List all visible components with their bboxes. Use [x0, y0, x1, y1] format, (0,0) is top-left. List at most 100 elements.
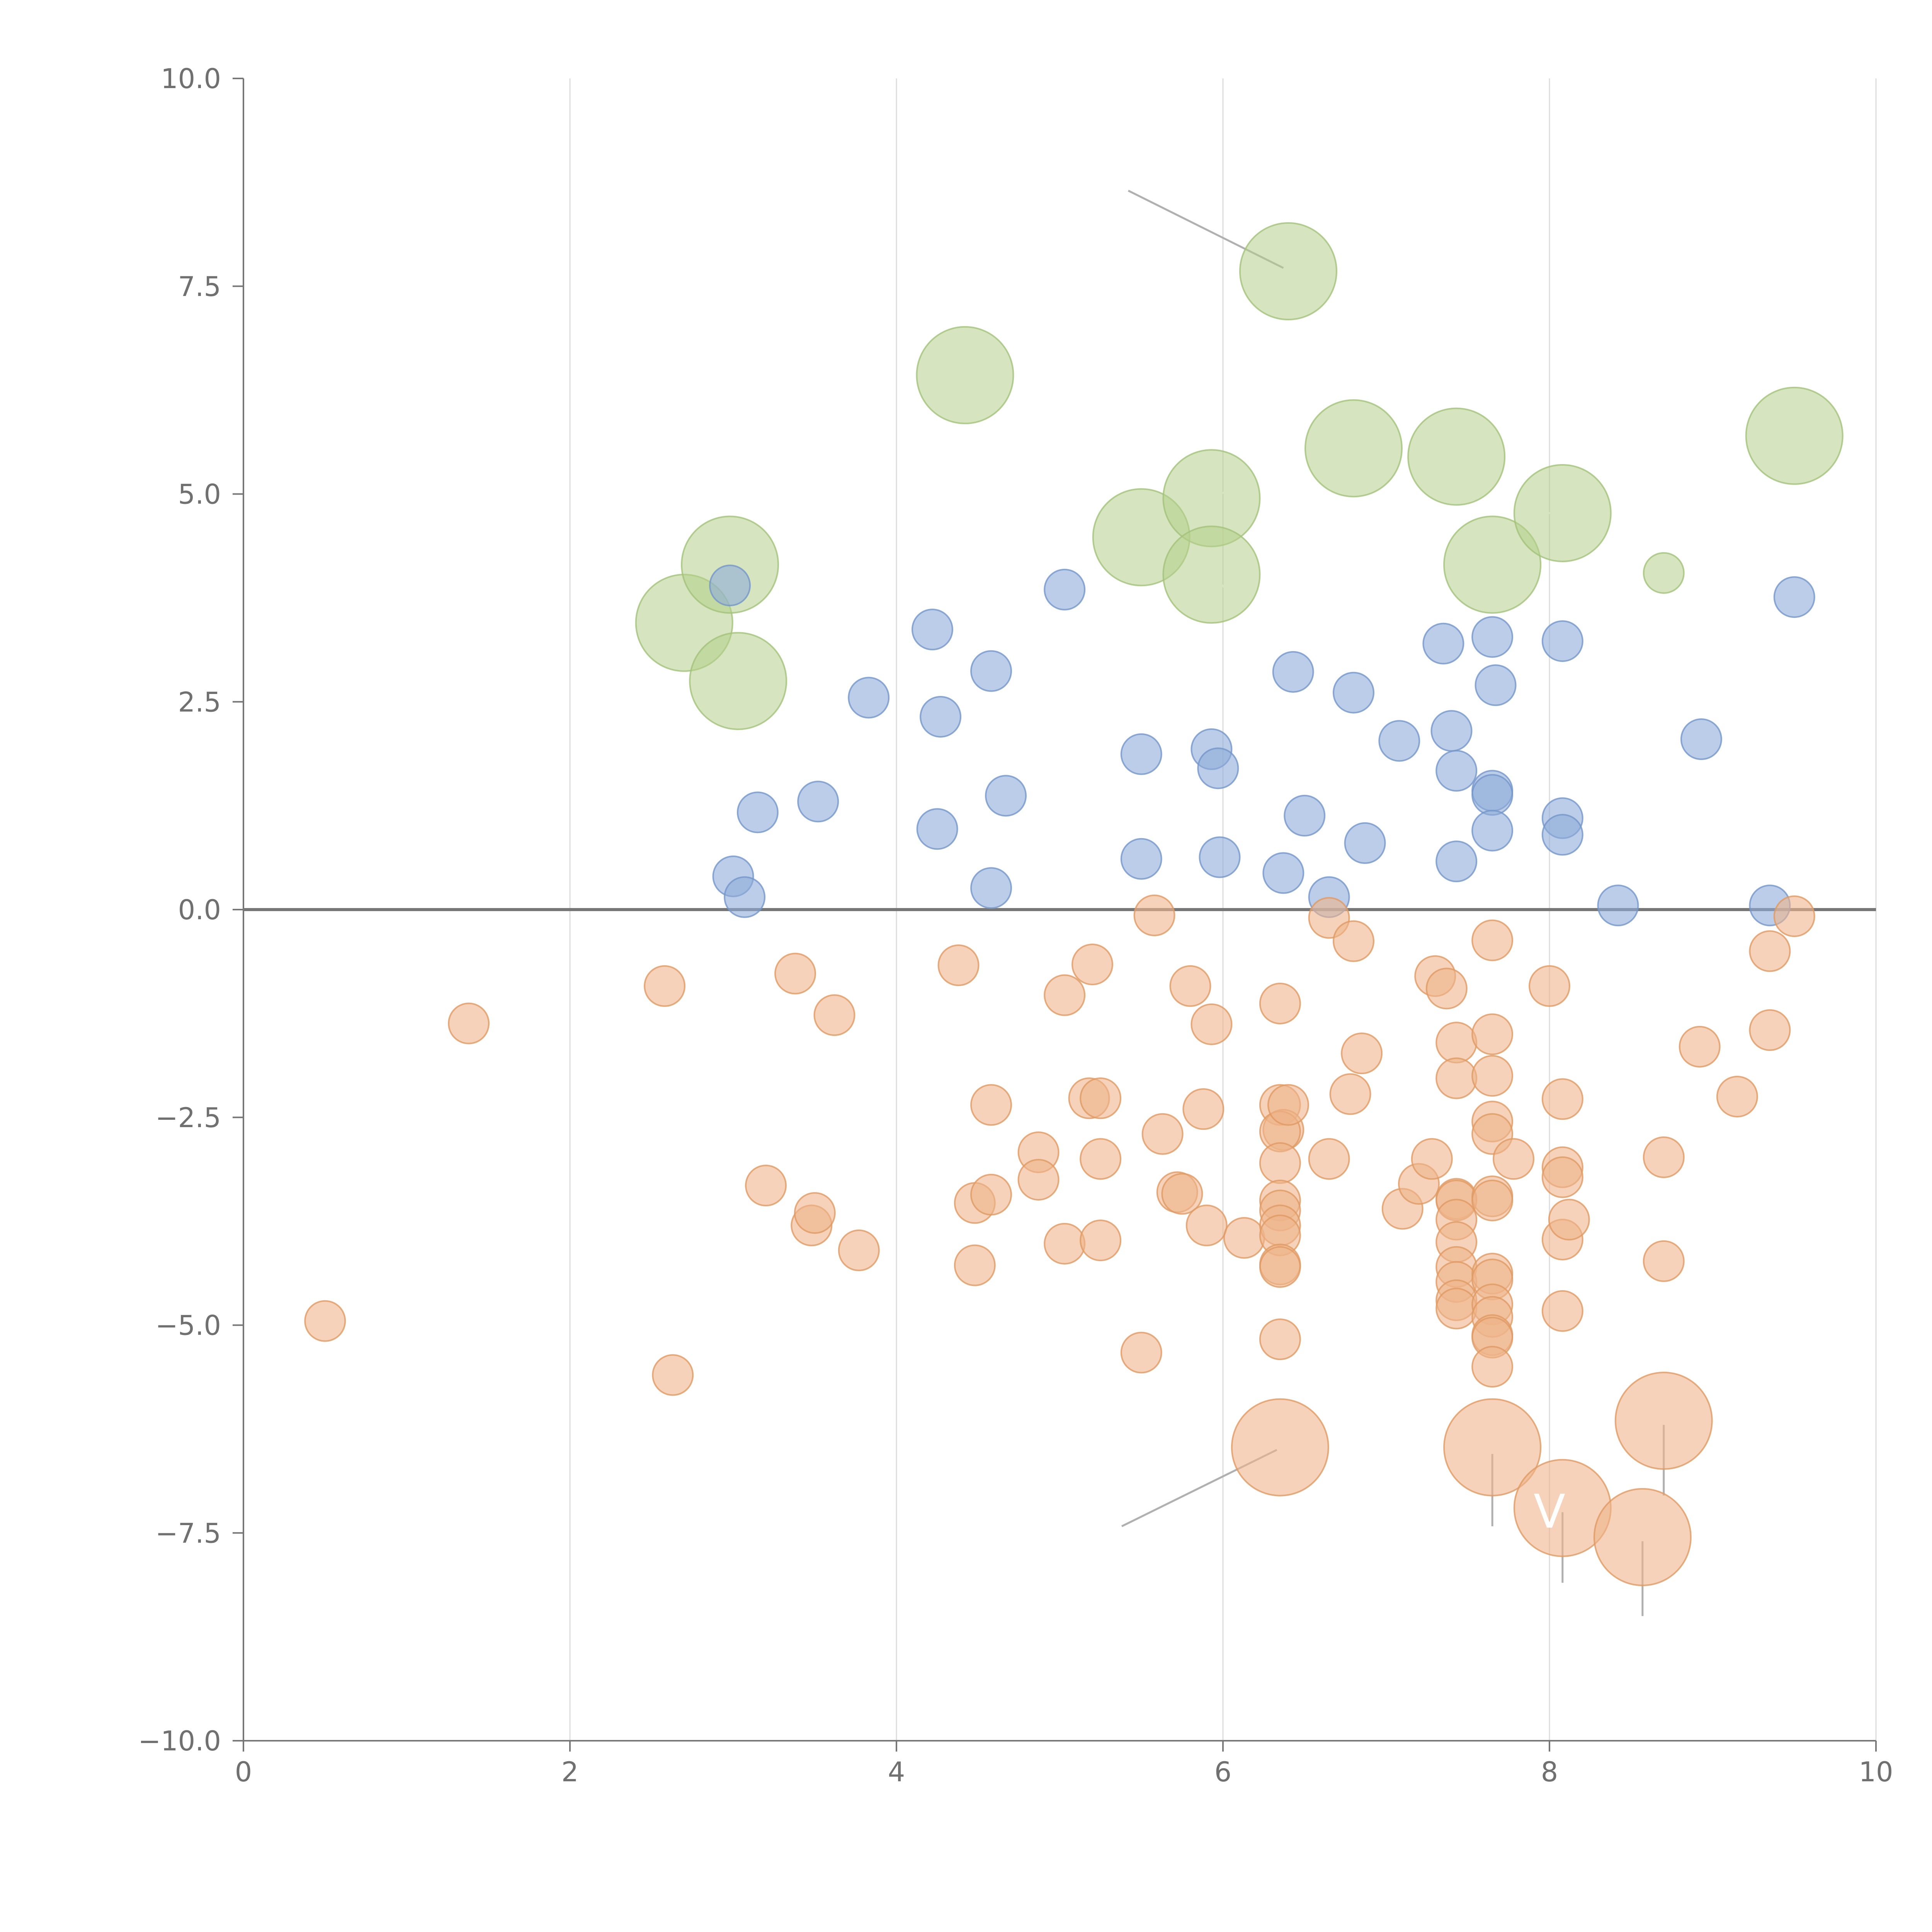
y-tick-label-3: −2.5 [155, 1102, 221, 1134]
blue-point-18 [1272, 651, 1314, 693]
x-tick-label-3: 6 [1214, 1756, 1232, 1788]
orange-point-34 [1259, 983, 1301, 1025]
orange-point-50 [1333, 920, 1374, 962]
blue-point-6 [911, 609, 953, 651]
y-tick-label-5: 2.5 [178, 686, 221, 718]
blue-point-5 [848, 677, 890, 719]
orange-point-81 [1493, 1138, 1535, 1180]
orange-point-16 [1017, 1159, 1060, 1201]
blue-point-40 [1773, 576, 1815, 618]
orange-point-97 [1443, 1398, 1542, 1497]
blue-point-16 [1197, 747, 1239, 789]
orange-point-29 [1169, 965, 1211, 1007]
orange-point-85 [1541, 1156, 1583, 1198]
green-point-11 [1513, 464, 1612, 562]
blue-point-27 [1435, 750, 1478, 792]
orange-point-49 [1329, 1073, 1371, 1115]
blue-point-9 [970, 650, 1012, 692]
green-point-13 [1643, 552, 1685, 594]
y-tick-label-8: 10.0 [161, 63, 221, 95]
orange-point-18 [1044, 1223, 1086, 1265]
orange-point-73 [1471, 1179, 1514, 1221]
blue-point-13 [1120, 733, 1162, 775]
blue-point-37 [1597, 884, 1639, 927]
blue-point-3 [724, 876, 766, 918]
orange-point-87 [1541, 1290, 1583, 1332]
x-tick-label-0: 0 [235, 1756, 252, 1788]
orange-point-92 [1716, 1075, 1758, 1117]
green-point-8 [1304, 399, 1403, 498]
orange-point-30 [1182, 1088, 1225, 1130]
y-tick-label-4: 0.0 [178, 894, 221, 926]
blue-point-25 [1422, 622, 1464, 665]
y-tick-label-2: −5.0 [155, 1310, 221, 1342]
orange-point-9 [838, 1229, 880, 1271]
green-point-6 [1162, 526, 1261, 624]
blue-point-30 [1475, 664, 1517, 706]
orange-point-12 [954, 1244, 996, 1286]
orange-point-7 [794, 1192, 836, 1234]
x-tick-label-4: 8 [1541, 1756, 1558, 1788]
orange-point-88 [1548, 1199, 1590, 1241]
orange-point-0 [304, 1300, 346, 1342]
axes: 0 2 4 6 8 10 −10.0 −7.5 −5.0 −2.5 0.0 2.5 5.0 7.5 10.0 [138, 63, 1893, 1788]
orange-point-3 [652, 1354, 694, 1396]
blue-point-17 [1199, 836, 1241, 878]
blue-point-26 [1430, 710, 1473, 752]
blue-point-4 [797, 781, 839, 823]
orange-point-46 [1267, 1084, 1309, 1126]
y-tick-label-0: −10.0 [138, 1725, 221, 1757]
orange-point-69 [1471, 1055, 1514, 1097]
blue-point-0 [709, 565, 751, 607]
orange-point-80 [1471, 1346, 1514, 1388]
orange-point-67 [1471, 919, 1514, 961]
point-labels: V [1534, 1485, 1565, 1539]
blue-point-36 [1541, 814, 1583, 856]
orange-point-5 [774, 952, 816, 995]
orange-point-38 [1259, 1142, 1301, 1184]
orange-point-57 [1435, 1022, 1478, 1064]
orange-point-58 [1435, 1057, 1478, 1099]
blue-point-24 [1378, 720, 1420, 762]
orange-point-21 [1080, 1077, 1122, 1119]
orange-point-94 [1749, 1009, 1791, 1051]
x-tick-label-2: 4 [888, 1756, 905, 1788]
orange-point-13 [970, 1084, 1012, 1126]
orange-point-51 [1341, 1032, 1383, 1075]
orange-point-24 [1120, 1332, 1162, 1374]
orange-point-95 [1773, 895, 1815, 937]
orange-point-32 [1190, 1003, 1233, 1045]
orange-point-28 [1161, 1173, 1203, 1215]
orange-point-10 [937, 944, 980, 986]
orange-point-17 [1044, 974, 1086, 1016]
orange-point-68 [1471, 1013, 1514, 1055]
blue-point-32 [1471, 774, 1514, 816]
orange-point-1 [448, 1002, 490, 1044]
y-tick-label-6: 5.0 [178, 479, 221, 510]
orange-point-83 [1541, 1078, 1583, 1120]
blue-point-29 [1471, 616, 1514, 658]
orange-point-4 [745, 1165, 787, 1207]
blue-point-14 [1120, 838, 1162, 880]
blue-point-7 [920, 696, 962, 738]
x-tick-label-1: 2 [561, 1756, 579, 1788]
green-point-9 [1407, 407, 1506, 506]
green-point-7 [1239, 222, 1337, 321]
blue-point-20 [1284, 794, 1326, 837]
green-point-3 [916, 326, 1014, 424]
green-point-12 [1745, 386, 1844, 485]
orange-point-100 [1614, 1371, 1713, 1470]
orange-point-48 [1308, 1138, 1350, 1180]
data-points [304, 222, 1844, 1587]
orange-point-45 [1259, 1318, 1301, 1361]
orange-point-93 [1749, 930, 1791, 972]
blue-point-19 [1262, 852, 1304, 894]
green-point-2 [689, 632, 787, 730]
orange-point-20 [1071, 943, 1113, 985]
blue-point-34 [1541, 620, 1583, 662]
orange-point-2 [644, 965, 686, 1007]
blue-point-10 [985, 775, 1027, 817]
orange-point-89 [1643, 1136, 1685, 1178]
orange-point-96 [1231, 1398, 1329, 1497]
